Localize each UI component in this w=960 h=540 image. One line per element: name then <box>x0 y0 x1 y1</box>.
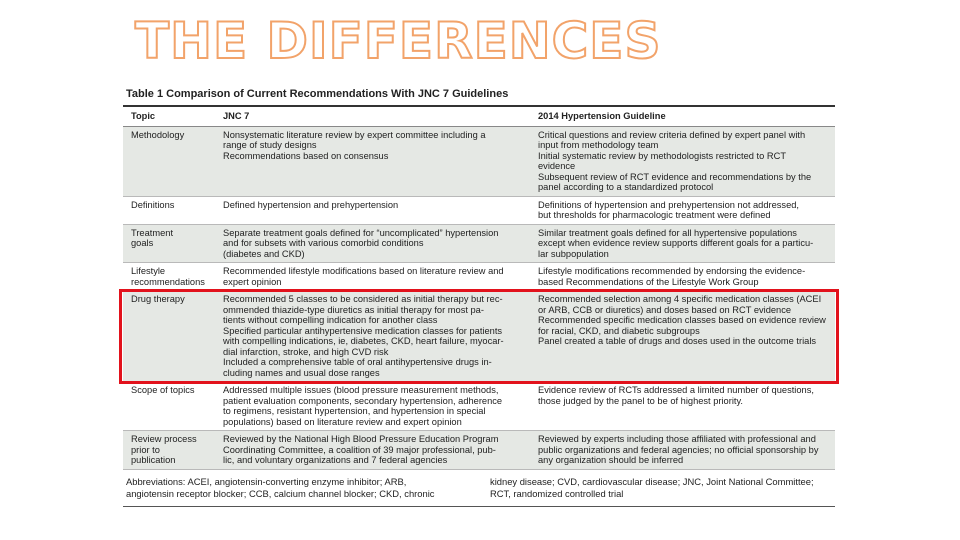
comparison-table: Table 1 Comparison of Current Recommenda… <box>123 86 835 507</box>
drug-therapy-highlight-box <box>119 289 839 384</box>
header-topic: Topic <box>123 107 215 127</box>
header-jnc7: JNC 7 <box>215 107 530 127</box>
jnc7-cell: Separate treatment goals defined for “un… <box>215 224 530 263</box>
topic-cell: Review process prior to publication <box>123 431 215 470</box>
guideline-2014-cell: Critical questions and review criteria d… <box>530 126 835 197</box>
guideline-2014-cell: Reviewed by experts including those affi… <box>530 431 835 470</box>
guideline-2014-cell: Definitions of hypertension and prehyper… <box>530 197 835 225</box>
jnc7-cell: Recommended 5 classes to be considered a… <box>215 291 530 382</box>
slide-title: THE DIFFERENCES <box>134 12 662 70</box>
topic-cell: Lifestyle recommendations <box>123 263 215 291</box>
jnc7-cell: Reviewed by the National High Blood Pres… <box>215 431 530 470</box>
jnc7-cell: Addressed multiple issues (blood pressur… <box>215 382 530 431</box>
guideline-2014-cell: Lifestyle modifications recommended by e… <box>530 263 835 291</box>
abbreviations-footnote: Abbreviations: ACEI, angiotensin-convert… <box>123 470 835 507</box>
guideline-2014-cell: Recommended selection among 4 specific m… <box>530 291 835 382</box>
table-grid: Topic JNC 7 2014 Hypertension Guideline … <box>123 107 835 470</box>
topic-cell: Definitions <box>123 197 215 225</box>
header-2014-guideline: 2014 Hypertension Guideline <box>530 107 835 127</box>
topic-cell: Scope of topics <box>123 382 215 431</box>
table-top-rule <box>123 105 835 107</box>
table-caption: Table 1 Comparison of Current Recommenda… <box>126 88 509 100</box>
topic-cell: Methodology <box>123 126 215 197</box>
jnc7-cell: Nonsystematic literature review by exper… <box>215 126 530 197</box>
topic-cell: Drug therapy <box>123 291 215 382</box>
guideline-2014-cell: Similar treatment goals defined for all … <box>530 224 835 263</box>
abbreviations-right: kidney disease; CVD, cardiovascular dise… <box>490 475 814 500</box>
jnc7-cell: Recommended lifestyle modifications base… <box>215 263 530 291</box>
jnc7-cell: Defined hypertension and prehypertension <box>215 197 530 225</box>
guideline-2014-cell: Evidence review of RCTs addressed a limi… <box>530 382 835 431</box>
abbreviations-left: Abbreviations: ACEI, angiotensin-convert… <box>126 475 435 500</box>
topic-cell: Treatment goals <box>123 224 215 263</box>
